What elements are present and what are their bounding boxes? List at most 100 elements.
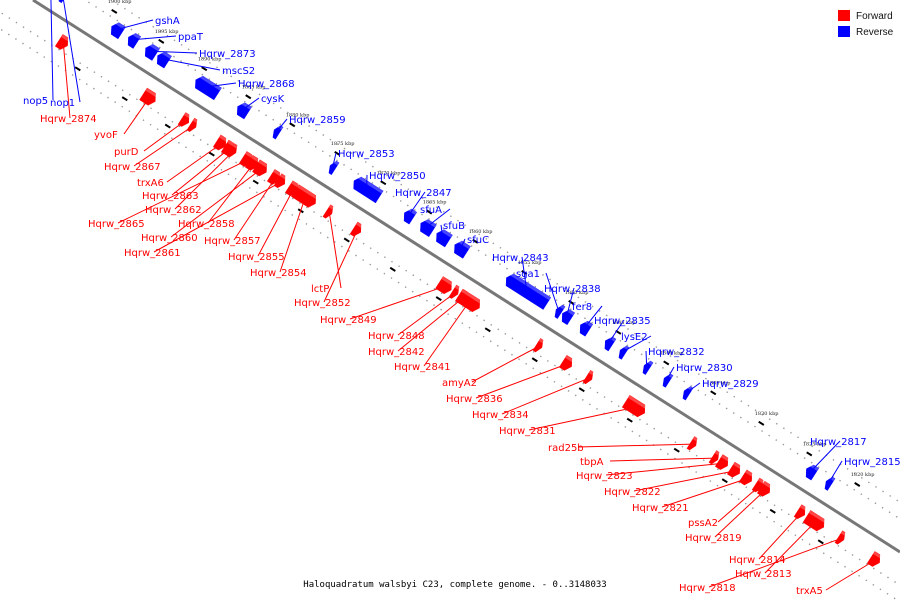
gene-trxa6 [212,134,230,151]
gene-hqrw-2860 [252,159,271,177]
leader-sga1 [545,272,560,312]
gene-hqrw-2850 [353,174,384,204]
gene-label-yvof: yvoF [94,130,118,141]
tick-mark [758,420,765,426]
tick-label: 1825 kbp [803,442,827,448]
leader-hqrw-2831 [528,406,636,431]
track-line-0 [109,0,900,504]
gene-hqrw-2852 [349,221,365,237]
leader-hqrw-2865 [117,159,248,224]
gene-hqrw-2862 [226,143,240,158]
gene-hqrw-2873 [144,42,160,61]
tick-mark [806,451,813,457]
gene-hqrw-2854 [291,184,320,208]
tick-mark [158,38,165,44]
leader-rad25b [577,443,694,448]
gene-hqrw-2838 [561,307,576,326]
gene-hqrw-2831 [621,395,649,418]
gene-label-hqrw-2830: Hqrw_2830 [676,363,733,374]
leader-hqrw-2817 [810,440,841,472]
tick-mark [854,482,861,487]
leader-hqrw-2841 [423,301,470,367]
leader-hqrw-2855 [257,189,294,257]
gene-hqrw-2822 [726,461,744,478]
gene-label-hqrw-2832: Hqrw_2832 [648,347,705,358]
leader-hqrw-2836 [475,363,568,399]
leader-trxa6 [166,143,222,183]
tick-label: 1885 kbp [242,84,266,90]
gene-hqrw-2868 [195,74,222,101]
gene-label-nop1: nop1 [50,98,75,109]
gene-label-sfua: sfuA [420,205,442,216]
leader-hqrw-2819 [714,489,766,538]
leader-hqrw-2862 [174,150,234,210]
leader-hqrw-2821 [661,478,748,508]
leader-sfuc [460,238,466,249]
leader-hqrw-2853 [332,152,337,168]
tick-mark [380,180,387,186]
gene-label-hqrw-2863: Hqrw_2863 [142,191,199,202]
gene-hqrw-2813 [802,510,828,532]
gene-label-lyse2: lysE2 [621,332,648,343]
gene-label-hqrw-2829: Hqrw_2829 [702,379,759,390]
gene-label-trxa6: trxA6 [137,178,164,189]
tick-label: 1875 kbp [331,141,355,147]
gene-label-hqrw-2855: Hqrw_2855 [228,252,285,263]
leader-hqrw-2858 [207,163,254,224]
gene-label-rad25b: rad25b [548,443,584,454]
gene-cysk [236,100,252,120]
gene-hqrw-2814 [793,504,809,519]
tick-label: 1890 kbp [198,56,222,62]
leader-gsha [116,19,154,31]
gene-label-tbpa: tbpA [580,457,604,468]
tick-mark [74,66,81,72]
leader-hqrw-2814 [758,512,802,560]
gene-label-hqrw-2842: Hqrw_2842 [368,347,425,358]
leader-purd [143,120,186,152]
leader-trxa5 [825,559,876,591]
gene-label-hqrw-2852: Hqrw_2852 [294,298,351,309]
leader-nop1 [62,0,81,103]
gene-label-hqrw-2823: Hqrw_2823 [576,471,633,482]
leader-hqrw-2874 [62,42,71,119]
gene-label-hqrw-2819: Hqrw_2819 [685,533,742,544]
gene-label-ppat: ppaT [178,32,204,43]
gene-label-hqrw-2858: Hqrw_2858 [178,219,235,230]
leader-hqrw-2818 [708,537,842,588]
gene-label-hqrw-2854: Hqrw_2854 [250,268,307,279]
leader-sfub [440,224,444,238]
leader-tbpa [609,457,716,462]
gene-label-sfub: sfuB [443,221,465,232]
tick-mark [484,327,491,333]
gene-label-hqrw-2841: Hqrw_2841 [394,362,451,373]
leader-hqrw-2873 [150,50,198,54]
gene-label-hqrw-2835: Hqrw_2835 [594,316,651,327]
gene-features [54,0,884,567]
tick-mark [568,299,575,305]
leader-hqrw-2829 [686,382,701,393]
leader-hqrw-2859 [276,118,288,132]
tick-label: 1850 kbp [565,290,589,296]
leader-fer8 [584,305,603,328]
gene-label-hqrw-2834: Hqrw_2834 [472,410,529,421]
gene-label-hqrw-2817: Hqrw_2817 [810,437,867,448]
gene-label-hqrw-2868: Hqrw_2868 [238,79,295,90]
leader-pssa2 [717,485,760,523]
tick-mark [721,478,728,484]
leader-hqrw-2863 [171,148,230,196]
gene-label-hqrw-2849: Hqrw_2849 [320,315,377,326]
gene-label-hqrw-2853: Hqrw_2853 [338,149,395,160]
tick-label: 1855 kbp [518,260,542,266]
leader-hqrw-2857 [233,177,276,241]
gene-gsha [110,20,126,40]
tick-label: 1860 kbp [469,229,493,235]
gene-nop1 [58,0,70,4]
tick-mark [252,179,259,185]
gene-hqrw-2843 [505,271,552,310]
gene-label-fer8: fer8 [572,302,592,313]
gene-label-hqrw-2850: Hqrw_2850 [369,171,426,182]
leader-lyse2 [622,335,652,353]
